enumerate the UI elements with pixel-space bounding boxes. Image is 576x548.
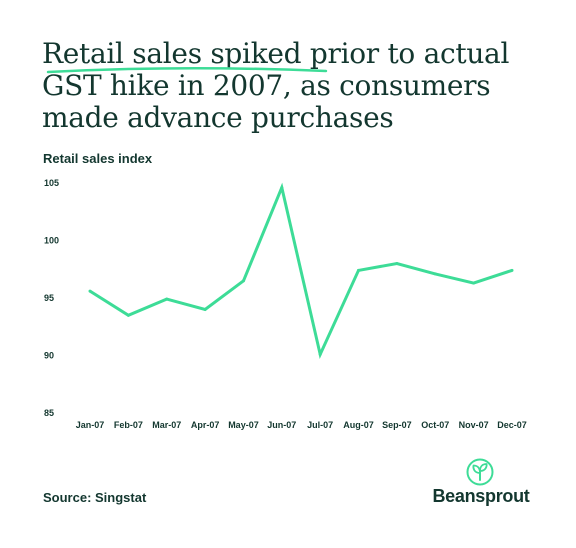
- y-tick-label: 100: [44, 236, 59, 246]
- x-tick-label: Jun-07: [267, 420, 296, 430]
- data-point: [165, 297, 169, 301]
- x-tick-label: Mar-07: [152, 420, 181, 430]
- x-tick-label: Feb-07: [114, 420, 143, 430]
- x-tick-label: Jan-07: [76, 420, 105, 430]
- data-point: [395, 262, 399, 265]
- series-retail-sales-index: [88, 182, 514, 360]
- x-tick-label: Oct-07: [421, 420, 449, 430]
- sprout-icon: [466, 458, 494, 486]
- y-tick-label: 95: [44, 293, 54, 303]
- x-tick-label: Nov-07: [459, 420, 489, 430]
- beansprout-logo: Beansprout: [426, 458, 536, 508]
- series-line: [89, 182, 513, 360]
- y-tick-label: 105: [44, 178, 59, 188]
- data-point: [126, 313, 130, 317]
- chart-title-line-1: Retail sales spiked prior to actual: [42, 37, 510, 70]
- x-tick-label: Jul-07: [307, 420, 333, 430]
- data-point: [318, 352, 322, 356]
- x-tick-label: May-07: [228, 420, 259, 430]
- data-point: [280, 186, 284, 190]
- data-point: [88, 289, 92, 293]
- data-point: [357, 268, 361, 272]
- data-point: [433, 272, 437, 276]
- x-tick-label: Aug-07: [343, 420, 374, 430]
- y-axis-label: Retail sales index: [43, 151, 153, 166]
- source-note: Source: Singstat: [43, 490, 147, 505]
- x-tick-label: Apr-07: [191, 420, 220, 430]
- chart-title-line-3: made advance purchases: [42, 101, 394, 134]
- data-point: [472, 281, 476, 285]
- brand-name: Beansprout: [432, 486, 530, 506]
- chart-title-line-2: GST hike in 2007, as consumers: [42, 69, 491, 102]
- data-point: [241, 279, 245, 283]
- x-tick-label: Sep-07: [382, 420, 412, 430]
- y-tick-label: 90: [44, 351, 54, 361]
- x-tick-label: Dec-07: [497, 420, 527, 430]
- chart-title: Retail sales spiked prior to actual GST …: [42, 38, 542, 134]
- data-point: [203, 308, 207, 311]
- y-tick-label: 85: [44, 408, 54, 418]
- data-point: [510, 268, 514, 272]
- y-axis-ticks: 85 90 95 100 105: [44, 178, 59, 418]
- title-underline-accent: [46, 66, 328, 74]
- x-axis-ticks: Jan-07 Feb-07 Mar-07 Apr-07 May-07 Jun-07 Jul-…: [76, 420, 527, 430]
